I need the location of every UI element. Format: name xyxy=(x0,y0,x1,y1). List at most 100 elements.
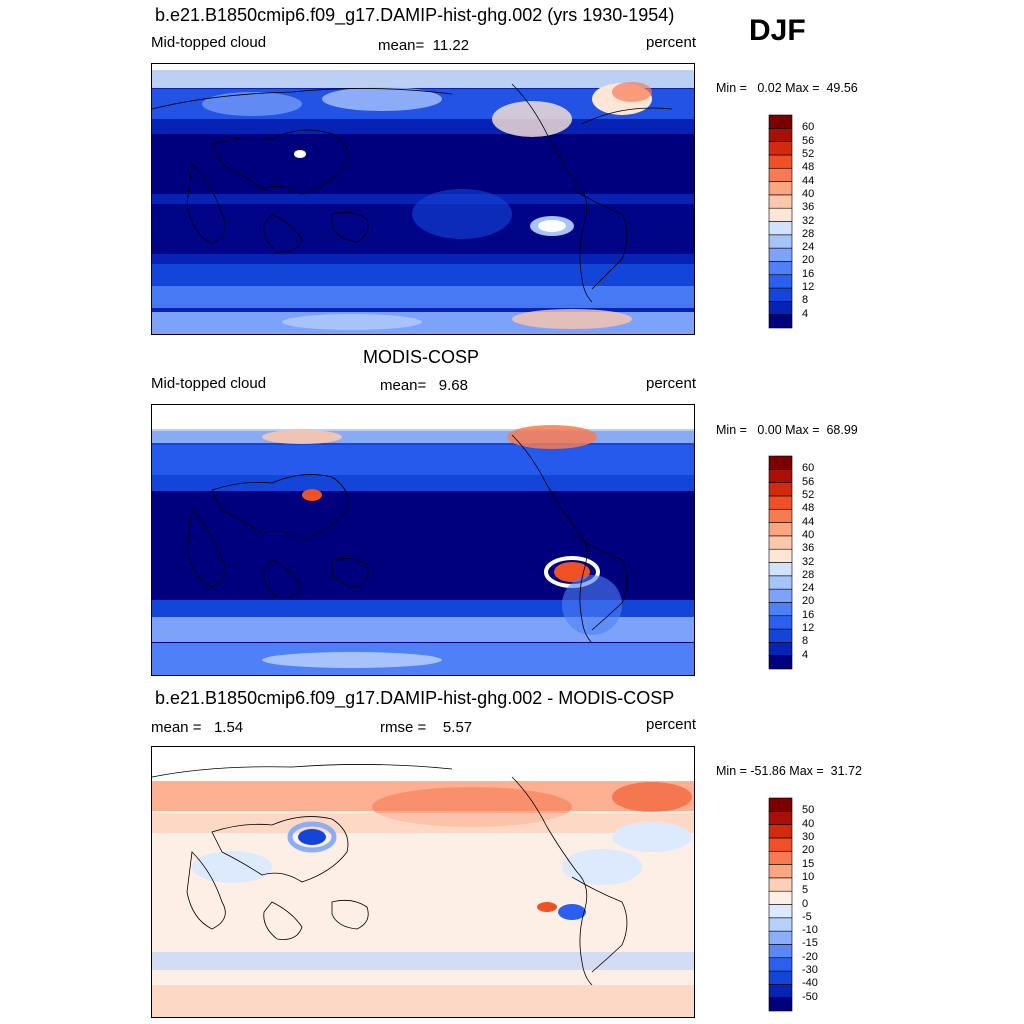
colorbar-box xyxy=(768,655,793,670)
panel1-minmax: Min = 0.02 Max = 49.56 xyxy=(716,81,858,95)
colorbar-tick-label: 52 xyxy=(802,147,815,160)
colorbar-box xyxy=(768,917,793,932)
colorbar-tick-label: 40 xyxy=(802,817,815,830)
colorbar-tick-label: -5 xyxy=(802,910,812,923)
panel2-units-label: percent xyxy=(646,375,697,392)
panel3-map-svg xyxy=(152,747,694,1017)
panel2-title: MODIS-COSP xyxy=(363,347,480,367)
panel1-mean-label: mean= 11.22 xyxy=(378,37,470,54)
colorbar-box xyxy=(768,234,793,249)
colorbar-box xyxy=(768,811,793,825)
colorbar-tick-label: 4 xyxy=(802,307,809,320)
colorbar-box xyxy=(768,455,793,470)
panel3-map xyxy=(151,746,695,1018)
colorbar-tick-label: 48 xyxy=(802,161,815,174)
colorbar-tick-label: 32 xyxy=(802,214,815,227)
colorbar-tick-label: -10 xyxy=(802,924,818,937)
colorbar-box xyxy=(768,575,793,590)
colorbar-box xyxy=(768,944,793,959)
colorbar-tick-label: 48 xyxy=(802,502,815,515)
colorbar-tick-label: 15 xyxy=(802,857,815,870)
colorbar-box xyxy=(768,890,793,905)
panel3-title: b.e21.B1850cmip6.f09_g17.DAMIP-hist-ghg.… xyxy=(155,688,675,708)
panel2-colorbar-svg xyxy=(768,455,793,670)
colorbar-tick-label: 24 xyxy=(802,582,815,595)
colorbar-tick-label: 32 xyxy=(802,555,815,568)
colorbar-box xyxy=(768,301,793,315)
colorbar-box xyxy=(768,615,793,630)
colorbar-tick-label: 56 xyxy=(802,475,815,488)
colorbar-tick-label: -40 xyxy=(802,977,818,990)
panel1-map xyxy=(151,63,695,335)
colorbar-tick-label: 10 xyxy=(802,870,815,883)
colorbar-box xyxy=(768,207,793,222)
colorbar-tick-label: 36 xyxy=(802,201,815,214)
colorbar-box xyxy=(768,850,793,865)
panel2-mean-label: mean= 9.68 xyxy=(380,377,468,394)
panel1-variable-label: Mid-topped cloud xyxy=(151,34,267,51)
colorbar-tick-label: 40 xyxy=(802,187,815,200)
colorbar-box xyxy=(768,548,793,563)
colorbar-box xyxy=(768,194,793,209)
colorbar-box xyxy=(768,877,793,892)
colorbar-box xyxy=(768,314,793,329)
colorbar-box xyxy=(768,984,793,998)
colorbar-tick-label: 28 xyxy=(802,227,815,240)
colorbar-tick-label: -15 xyxy=(802,937,818,950)
panel3-units-label: percent xyxy=(646,716,697,733)
colorbar-tick-label: 44 xyxy=(802,515,815,528)
colorbar-box xyxy=(768,287,793,302)
colorbar-box xyxy=(768,154,793,169)
colorbar-box xyxy=(768,261,793,276)
colorbar-box xyxy=(768,221,793,236)
panel2-colorbar xyxy=(768,455,793,670)
colorbar-tick-label: 8 xyxy=(802,294,809,307)
colorbar-box xyxy=(768,904,793,919)
panel1-map-svg xyxy=(152,64,694,334)
colorbar-box xyxy=(768,141,793,156)
colorbar-box xyxy=(768,864,793,879)
colorbar-box xyxy=(768,247,793,262)
colorbar-box xyxy=(768,495,793,510)
colorbar-tick-label: 24 xyxy=(802,241,815,254)
season-label: DJF xyxy=(749,14,806,47)
panel2-minmax: Min = 0.00 Max = 68.99 xyxy=(716,423,858,437)
colorbar-box xyxy=(768,508,793,523)
panel1-title: b.e21.B1850cmip6.f09_g17.DAMIP-hist-ghg.… xyxy=(155,5,675,25)
panel2-map xyxy=(151,404,695,676)
colorbar-tick-label: 12 xyxy=(802,622,815,635)
colorbar-tick-label: 20 xyxy=(802,595,815,608)
panel3-mean-label: mean = 1.54 xyxy=(151,719,244,736)
panel3-colorbar-svg xyxy=(768,797,793,1012)
colorbar-tick-label: -20 xyxy=(802,950,818,963)
panel3-minmax: Min = -51.86 Max = 31.72 xyxy=(716,764,862,778)
colorbar-box xyxy=(768,274,793,289)
colorbar-tick-label: 16 xyxy=(802,267,815,280)
colorbar-box xyxy=(768,522,793,537)
colorbar-tick-label: 20 xyxy=(802,254,815,267)
panel2-map-svg xyxy=(152,405,694,675)
colorbar-box xyxy=(768,535,793,550)
colorbar-tick-label: 60 xyxy=(802,462,815,475)
colorbar-box xyxy=(768,970,793,985)
colorbar-box xyxy=(768,167,793,182)
panel1-colorbar-svg xyxy=(768,114,793,329)
colorbar-box xyxy=(768,642,793,656)
colorbar-box xyxy=(768,824,793,839)
colorbar-box xyxy=(768,114,793,129)
colorbar-tick-label: 36 xyxy=(802,542,815,555)
colorbar-box xyxy=(768,602,793,617)
colorbar-box xyxy=(768,482,793,497)
colorbar-tick-label: 0 xyxy=(802,897,809,910)
panel3-colorbar xyxy=(768,797,793,1012)
colorbar-box xyxy=(768,997,793,1012)
colorbar-tick-label: 50 xyxy=(802,804,815,817)
colorbar-box xyxy=(768,562,793,577)
colorbar-box xyxy=(768,957,793,972)
colorbar-box xyxy=(768,469,793,483)
colorbar-tick-label: -30 xyxy=(802,964,818,977)
panel1-colorbar xyxy=(768,114,793,329)
colorbar-box xyxy=(768,588,793,603)
colorbar-tick-label: 16 xyxy=(802,608,815,621)
colorbar-tick-label: 8 xyxy=(802,635,809,648)
